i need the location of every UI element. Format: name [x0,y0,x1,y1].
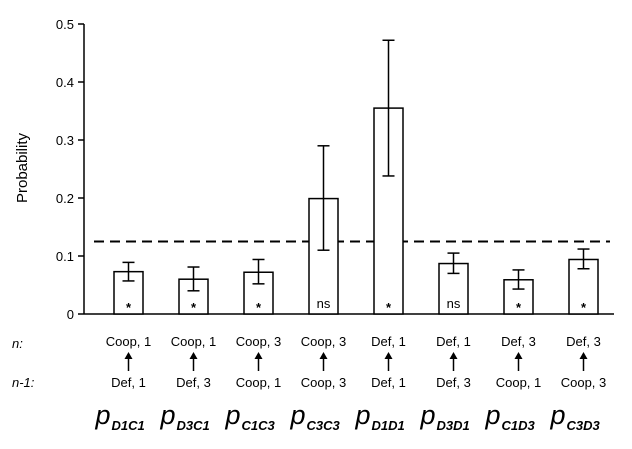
label-n: Coop, 1 [106,334,152,349]
significance-mark: * [256,300,262,315]
arrow-head-icon [449,352,458,359]
label-n-minus-1: Def, 1 [111,375,146,390]
row-label-n: n: [12,336,23,351]
arrow-head-icon [579,352,588,359]
label-n-minus-1: Coop, 3 [561,375,607,390]
probability-symbol: pC3D3 [550,400,601,433]
y-tick-label: 0.4 [56,75,74,90]
label-n: Def, 3 [566,334,601,349]
arrow-head-icon [514,352,523,359]
bars: * * * ns * ns * * [113,39,599,315]
axes: 0 0.1 0.2 0.3 0.4 0.5 [56,17,614,322]
label-n: Def, 3 [501,334,536,349]
probability-symbol: pC1D3 [485,400,536,433]
label-n-minus-1: Def, 3 [176,375,211,390]
arrow-head-icon [384,352,393,359]
category-labels: n: n-1: Coop, 1 Def, 1 pD1C1 Coop, 1 Def, 3 pD3… [12,334,606,433]
significance-mark: * [386,300,392,315]
arrow-head-icon [254,352,263,359]
label-n-minus-1: Coop, 3 [301,375,347,390]
probability-symbol: pC1C3 [225,400,276,433]
arrow-head-icon [189,352,198,359]
y-tick-label: 0.1 [56,249,74,264]
y-tick-label: 0.3 [56,133,74,148]
row-label-n-minus-1: n-1: [12,375,35,390]
bar [308,197,339,315]
label-n-minus-1: Coop, 1 [496,375,542,390]
probability-symbol: pD3D1 [420,400,470,433]
label-n: Coop, 1 [171,334,217,349]
label-n: Def, 1 [436,334,471,349]
probability-symbol: pD1C1 [95,400,145,433]
y-tick-label: 0.5 [56,17,74,32]
label-n: Coop, 3 [236,334,282,349]
probability-symbol: pC3C3 [290,400,341,433]
label-n-minus-1: Def, 3 [436,375,471,390]
arrow-head-icon [124,352,133,359]
y-axis-label: Probability [14,132,31,203]
y-tick-label: 0 [67,307,74,322]
significance-mark: ns [447,296,461,311]
label-n: Coop, 3 [301,334,347,349]
probability-symbol: pD3C1 [160,400,210,433]
y-tick-label: 0.2 [56,191,74,206]
label-n-minus-1: Coop, 1 [236,375,282,390]
probability-symbol: pD1D1 [355,400,405,433]
label-n-minus-1: Def, 1 [371,375,406,390]
significance-mark: ns [317,296,331,311]
arrow-head-icon [319,352,328,359]
significance-mark: * [191,300,197,315]
significance-mark: * [581,300,587,315]
significance-mark: * [126,300,132,315]
significance-mark: * [516,300,522,315]
label-n: Def, 1 [371,334,406,349]
